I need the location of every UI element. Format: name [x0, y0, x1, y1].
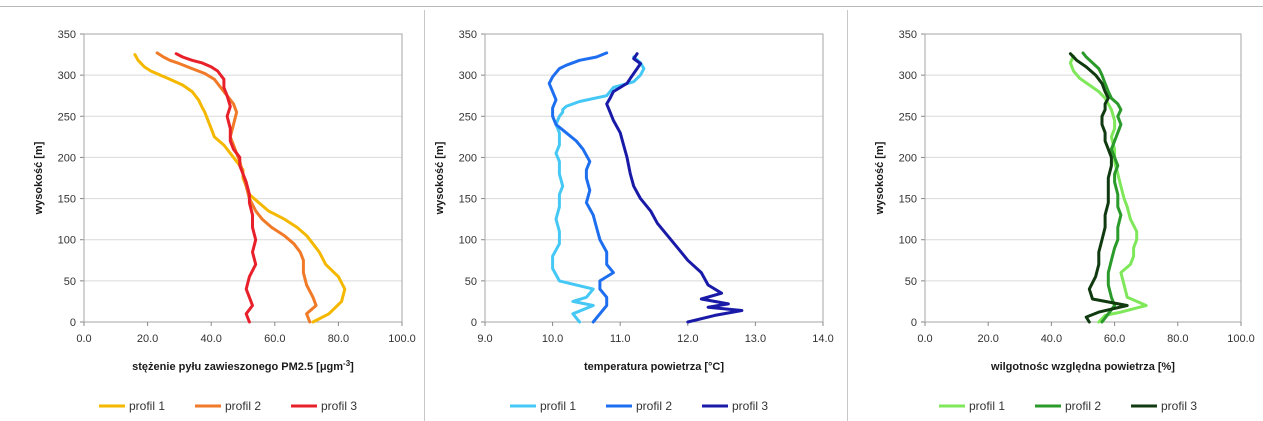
legend-label: profil 1 — [129, 399, 165, 413]
y-tick-label: 150 — [899, 194, 917, 206]
legend-label: profil 1 — [540, 399, 576, 413]
legend-item-3: profil 3 — [291, 399, 357, 413]
legend-item-2: profil 2 — [195, 399, 261, 413]
y-tick-label: 0 — [70, 317, 76, 329]
x-tick-label: 13.0 — [745, 333, 766, 345]
x-tick-label: 100.0 — [388, 333, 416, 345]
series-line-2 — [1081, 51, 1123, 324]
x-tick-label: 60.0 — [264, 333, 285, 345]
x-tick-label: 10.0 — [542, 333, 563, 345]
x-tick-label: 9.0 — [477, 333, 492, 345]
y-tick-label: 100 — [459, 235, 477, 247]
y-axis-label: wysokość [m] — [434, 141, 446, 215]
y-tick-label: 250 — [899, 111, 917, 123]
y-tick-label: 150 — [58, 194, 76, 206]
x-tick-label: 20.0 — [137, 333, 158, 345]
y-tick-label: 200 — [459, 152, 477, 164]
chart-svg: 0 50 100 150 200 250 300 350 0.0 20.0 40.0 60.0 80.0… — [33, 29, 416, 413]
series-line-1 — [133, 53, 347, 324]
x-tick-label: 80.0 — [328, 333, 349, 345]
y-tick-label: 50 — [64, 276, 76, 288]
legend-item-3: profil 3 — [1131, 399, 1197, 413]
series-line-3 — [605, 52, 744, 324]
plot-area — [484, 33, 824, 323]
series-line-1 — [1068, 54, 1148, 324]
y-tick-label: 100 — [899, 235, 917, 247]
legend-label: profil 3 — [732, 399, 768, 413]
series-line-1 — [551, 55, 646, 324]
x-tick-label: 40.0 — [200, 333, 221, 345]
legend-label: profil 2 — [1065, 399, 1101, 413]
y-tick-label: 300 — [459, 70, 477, 82]
y-tick-label: 0 — [911, 317, 917, 329]
y-tick-label: 200 — [58, 152, 76, 164]
y-tick-label: 50 — [465, 276, 477, 288]
chart-svg: 0 50 100 150 200 250 300 350 9.0 10.0 11.0 12.0 13.0… — [434, 29, 834, 413]
y-axis-label: wysokość [m] — [33, 141, 45, 215]
chart-panel-humidity: 0 50 100 150 200 250 300 350 0.0 20.0 40.0 60.0 80.0… — [848, 10, 1263, 421]
y-tick-label: 250 — [459, 111, 477, 123]
x-tick-label: 0.0 — [917, 333, 932, 345]
legend-item-2: profil 2 — [606, 399, 672, 413]
y-tick-label: 250 — [58, 111, 76, 123]
y-tick-label: 150 — [459, 194, 477, 206]
series-line-3 — [1068, 52, 1129, 324]
x-tick-label: 14.0 — [812, 333, 833, 345]
x-tick-label: 20.0 — [977, 333, 998, 345]
y-tick-label: 50 — [905, 276, 917, 288]
legend-item-1: profil 1 — [939, 399, 1005, 413]
y-tick-label: 300 — [58, 70, 76, 82]
x-tick-label: 60.0 — [1104, 333, 1125, 345]
y-tick-label: 200 — [899, 152, 917, 164]
series-line-2 — [155, 51, 318, 324]
plot-area — [924, 33, 1242, 323]
x-tick-label: 0.0 — [76, 333, 91, 345]
y-tick-label: 350 — [58, 29, 76, 41]
y-tick-label: 350 — [899, 29, 917, 41]
x-tick-label: 40.0 — [1041, 333, 1062, 345]
y-tick-label: 300 — [899, 70, 917, 82]
series-line-2 — [547, 51, 615, 324]
legend-label: profil 3 — [1161, 399, 1197, 413]
y-tick-label: 100 — [58, 235, 76, 247]
x-tick-label: 80.0 — [1167, 333, 1188, 345]
y-axis-label: wysokość [m] — [874, 141, 886, 215]
x-axis-label: temperatura powietrza [°C] — [584, 361, 724, 373]
x-tick-label: 11.0 — [610, 333, 631, 345]
series-line-3 — [174, 52, 258, 324]
legend-item-1: profil 1 — [99, 399, 165, 413]
chart-panel-pm25: 0 50 100 150 200 250 300 350 0.0 20.0 40.0 60.0 80.0… — [0, 10, 425, 421]
legend-item-1: profil 1 — [510, 399, 576, 413]
top-divider — [0, 6, 1263, 7]
chart-svg: 0 50 100 150 200 250 300 350 0.0 20.0 40.0 60.0 80.0… — [874, 29, 1255, 413]
x-tick-label: 100.0 — [1227, 333, 1255, 345]
plot-area — [83, 33, 403, 323]
x-axis-label: wilgotnośc względna powietrza [%] — [990, 361, 1175, 373]
legend-label: profil 1 — [969, 399, 1005, 413]
legend-item-2: profil 2 — [1035, 399, 1101, 413]
x-axis-label: stężenie pyłu zawieszonego PM2.5 [μgm-3] — [132, 359, 354, 374]
legend-label: profil 2 — [636, 399, 672, 413]
chart-panel-temperature: 0 50 100 150 200 250 300 350 9.0 10.0 11.0 12.0 13.0… — [425, 10, 848, 421]
y-tick-label: 350 — [459, 29, 477, 41]
y-tick-label: 0 — [471, 317, 477, 329]
legend-label: profil 2 — [225, 399, 261, 413]
legend-item-3: profil 3 — [702, 399, 768, 413]
legend-label: profil 3 — [321, 399, 357, 413]
x-tick-label: 12.0 — [677, 333, 698, 345]
